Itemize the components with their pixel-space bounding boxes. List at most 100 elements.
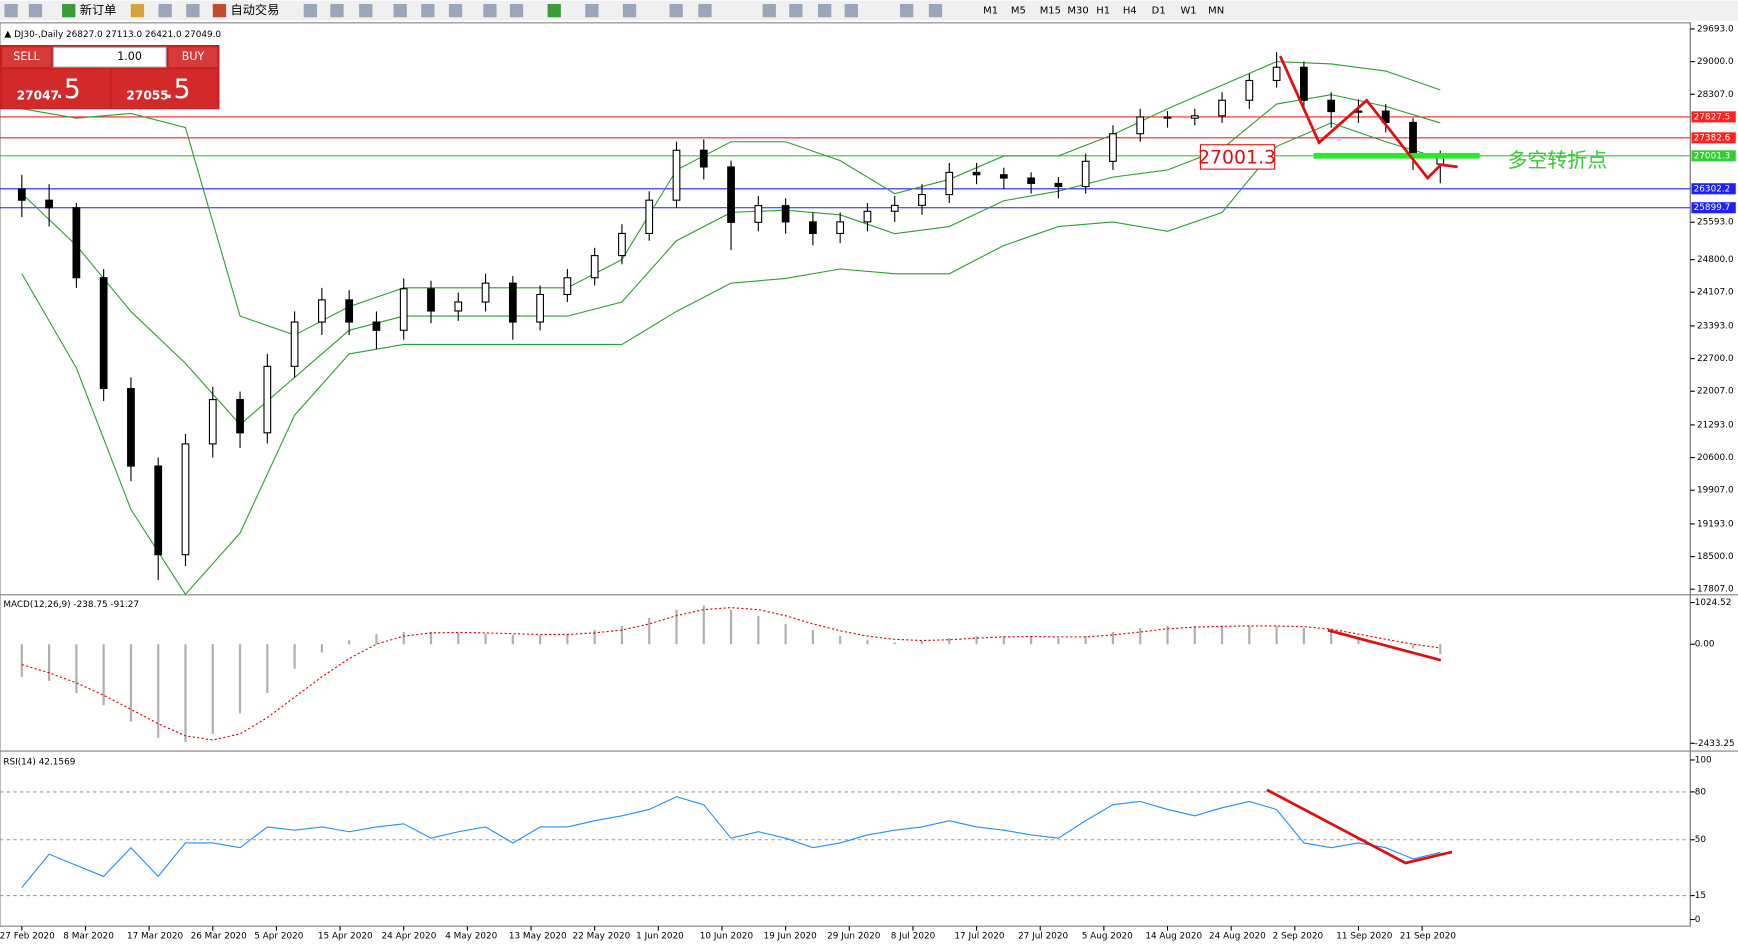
lots-value[interactable]: 1.00 — [117, 50, 142, 63]
timeframe-button[interactable]: MN — [1208, 6, 1224, 17]
timeframe-button[interactable]: M15 — [1040, 6, 1061, 17]
x-tick-label: 4 May 2020 — [445, 932, 497, 942]
rsi-title: RSI(14) 42.1569 — [3, 758, 75, 768]
candle-body — [454, 301, 463, 312]
candle-body — [127, 387, 135, 467]
icon[interactable] — [186, 3, 200, 18]
candle-body — [290, 321, 299, 367]
y-tick-label: 23393.0 — [1697, 321, 1734, 331]
y-tick-label: 25593.0 — [1697, 218, 1734, 228]
candle-body — [999, 174, 1008, 179]
open-text: 26827.0 — [66, 29, 103, 39]
y-tick-label: 21293.0 — [1697, 420, 1734, 430]
x-tick-label: 19 Jun 2020 — [763, 932, 817, 942]
new-order-button[interactable]: 新订单 — [80, 2, 117, 17]
rsi-y-tick-label: 50 — [1695, 835, 1707, 845]
timeframe-button[interactable]: M30 — [1067, 6, 1088, 17]
y-tick-label: 24800.0 — [1697, 255, 1734, 265]
icon[interactable] — [421, 3, 435, 18]
candle-body — [1109, 133, 1117, 162]
candle-body — [508, 282, 517, 323]
price-level-label: 27382.6 — [1694, 133, 1731, 143]
y-tick-label: 17807.0 — [1697, 585, 1734, 595]
candle-body — [727, 166, 735, 223]
x-tick-label: 27 Feb 2020 — [0, 932, 55, 942]
price-level-tag — [1691, 202, 1736, 214]
macd-y-tick-label: -2433.25 — [1695, 739, 1735, 749]
candle-body — [318, 299, 326, 323]
price-level-tag — [1691, 183, 1736, 195]
timeframe-button[interactable]: M1 — [983, 6, 998, 17]
macd-arrow — [1327, 628, 1442, 662]
icon[interactable] — [509, 3, 524, 18]
x-tick-label: 13 May 2020 — [509, 932, 567, 942]
rsi-y-tick-label: 100 — [1695, 755, 1712, 765]
y-tick-label: 22700.0 — [1697, 354, 1734, 364]
icon[interactable] — [62, 3, 76, 18]
x-tick-label: 5 Aug 2020 — [1082, 932, 1133, 942]
candle-body — [1163, 116, 1172, 119]
timeframe-button[interactable]: M5 — [1011, 6, 1026, 17]
lots-input[interactable] — [52, 46, 167, 68]
price-level-tag — [1691, 132, 1736, 144]
candle-body — [672, 149, 681, 201]
candle-body — [1218, 99, 1226, 117]
timeframe-button[interactable]: W1 — [1180, 6, 1196, 17]
icon[interactable] — [928, 3, 943, 18]
candle-body — [809, 221, 817, 234]
candle-body — [1409, 121, 1417, 157]
icon[interactable] — [900, 3, 914, 18]
icon[interactable] — [698, 3, 712, 18]
price-level-tag — [1691, 150, 1736, 162]
icon[interactable] — [622, 3, 637, 18]
icon[interactable] — [130, 3, 145, 18]
icon[interactable] — [844, 3, 858, 18]
sell-price-box[interactable] — [2, 69, 110, 109]
candle-body — [154, 465, 163, 556]
icon[interactable] — [483, 3, 497, 18]
auto-trading-button[interactable]: 自动交易 — [231, 2, 280, 17]
price-level-label: 25899.7 — [1694, 203, 1731, 213]
sell-button[interactable] — [2, 47, 51, 68]
timeframe-button[interactable]: H1 — [1096, 6, 1110, 17]
x-tick-label: 27 Jul 2020 — [1018, 932, 1069, 942]
candle-body — [399, 288, 408, 331]
x-tick-label: 5 Apr 2020 — [254, 932, 304, 942]
icon[interactable] — [359, 3, 373, 18]
icon[interactable] — [303, 3, 318, 18]
buy-price-box[interactable] — [111, 69, 218, 109]
icon[interactable] — [789, 3, 803, 18]
price-box — [1199, 144, 1276, 170]
drawings — [1266, 55, 1480, 865]
x-tick-label: 29 Jun 2020 — [827, 932, 881, 942]
timeframe-bar: M1 M5 M15 M30 H1 H4 D1 W1 MN — [983, 6, 1224, 17]
icon[interactable] — [212, 3, 227, 18]
ask-tail: .5 — [165, 74, 190, 105]
sell-label[interactable]: SELL — [13, 50, 40, 63]
candle-body — [1027, 177, 1035, 185]
icon[interactable] — [818, 3, 832, 18]
icon[interactable] — [669, 3, 683, 18]
icon[interactable] — [762, 3, 776, 18]
buy-label[interactable]: BUY — [182, 50, 205, 63]
bollinger-lower — [21, 122, 1441, 596]
icon[interactable] — [158, 3, 172, 18]
candle-body — [427, 288, 435, 312]
icon[interactable] — [448, 3, 463, 18]
candle-body — [945, 171, 954, 196]
candle-body — [645, 199, 654, 234]
icon[interactable] — [330, 3, 344, 18]
timeframe-button[interactable]: D1 — [1152, 6, 1166, 17]
y-tick-label: 29693.0 — [1697, 24, 1734, 34]
icon[interactable] — [585, 3, 599, 18]
icon[interactable] — [393, 3, 407, 18]
buy-button[interactable] — [168, 47, 218, 68]
candle-body — [754, 205, 763, 223]
icon[interactable] — [4, 3, 18, 18]
icon[interactable] — [547, 3, 561, 18]
timeframe-button[interactable]: H4 — [1123, 6, 1137, 17]
icon[interactable] — [28, 3, 43, 18]
candle-body — [1190, 115, 1199, 119]
